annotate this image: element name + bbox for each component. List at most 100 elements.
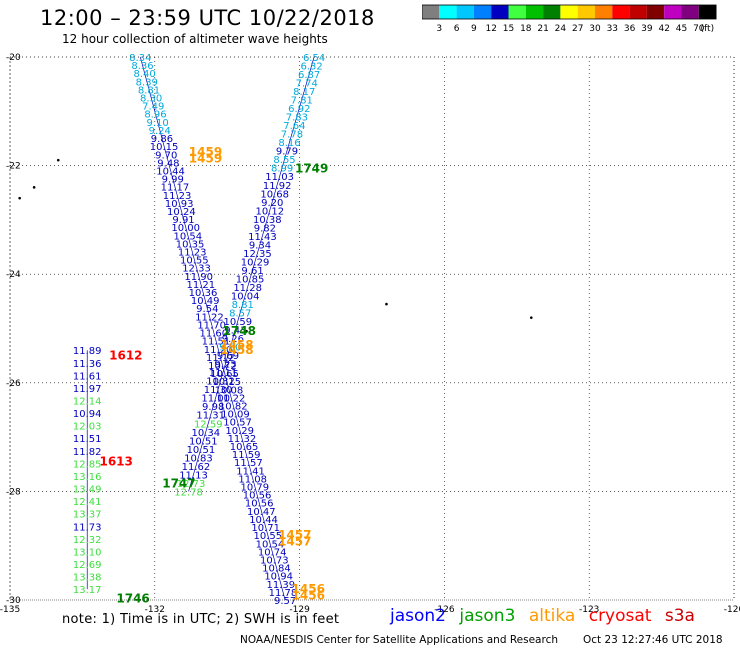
island-mark [56, 158, 60, 162]
wave-height-label: 10.44 [249, 515, 278, 526]
legend-jason2: jason2 [390, 606, 446, 626]
colorbar-tick-label: 15 [503, 24, 514, 34]
wave-height-label: 11.59 [232, 450, 261, 461]
colorbar-tick-label: 9 [471, 24, 477, 34]
wave-height-label: 10.35 [176, 239, 205, 250]
wave-height-label: 6.87 [298, 70, 320, 81]
wave-height-label: 10.24 [167, 207, 196, 218]
pass-time-label: 1457 [278, 528, 311, 542]
wave-height-label: 11.20 [204, 345, 233, 356]
wave-height-label: 10.93 [165, 199, 194, 210]
wave-height-label: 11.00 [201, 394, 230, 405]
wave-height-label: 10.15 [212, 377, 241, 388]
wave-height-label: 9.99 [162, 175, 184, 186]
wave-height-label: 9.79 [276, 147, 298, 158]
wave-height-label: 11.22 [195, 312, 224, 323]
lat-tick-label: -28 [6, 487, 21, 497]
pass-time-label: 1456 [292, 589, 325, 603]
colorbar-swatch [698, 5, 717, 19]
pass-time-label: 1459 [189, 145, 222, 159]
wave-height-label: 11.41 [236, 466, 265, 477]
colorbar-swatch [543, 5, 561, 19]
wave-height-label: 11.23 [178, 248, 207, 259]
wave-height-label: 11.36 [73, 359, 102, 370]
wave-height-label: 10.65 [230, 442, 259, 453]
wave-height-label: 13.16 [73, 472, 102, 483]
lat-tick-label: -30 [6, 596, 21, 606]
wave-height-label: 10.57 [223, 418, 252, 429]
colorbar-swatch [491, 5, 509, 19]
wave-height-label: 8.81 [138, 85, 160, 96]
wave-height-colorbar: 3 6 9 12 15 18 21 24 27 30 33 36 39 42 45 70(ft) [422, 4, 717, 34]
wave-height-label: 10.36 [189, 288, 218, 299]
wave-height-label: 10.94 [73, 409, 102, 420]
wave-height-label: 9.43 [224, 326, 246, 337]
wave-height-label: 8.99 [271, 164, 293, 175]
map-frame [9, 56, 735, 601]
page-title: 12:00 – 23:59 UTC 10/22/2018 [40, 6, 375, 30]
wave-height-label: 10.08 [215, 385, 244, 396]
colorbar-swatch [456, 5, 474, 19]
colorbar-tick-label: 70 [693, 24, 705, 34]
wave-height-label: 6.92 [288, 104, 310, 115]
wave-height-label: 10.56 [245, 499, 274, 510]
colorbar-swatch [508, 5, 526, 19]
wave-height-label: 10.79 [241, 483, 270, 494]
colorbar-tick-label: 24 [555, 24, 567, 34]
wave-height-label: 12.59 [194, 419, 223, 430]
wave-height-label: 10.55 [254, 531, 283, 542]
wave-height-label: 13.17 [73, 585, 102, 596]
lat-tick-label: -22 [6, 162, 21, 172]
wave-height-label: 11.12 [206, 353, 235, 364]
wave-height-label: 11.60 [199, 329, 228, 340]
wave-height-label: 10.71 [251, 523, 280, 534]
wave-height-label: 7.83 [286, 113, 308, 124]
wave-height-label: 6.32 [300, 62, 322, 73]
wave-height-label: 9.24 [149, 126, 171, 137]
colorbar-swatch [525, 5, 544, 19]
wave-height-label: 10.09 [221, 410, 250, 421]
island-mark [18, 196, 21, 200]
wave-height-label: 10.04 [231, 291, 260, 302]
lon-tick-label: -126 [434, 605, 455, 615]
wave-height-label: 11.51 [202, 337, 231, 348]
colorbar-unit-label: (ft) [701, 24, 715, 34]
colorbar-swatch [664, 5, 682, 19]
wave-height-label: 12.41 [73, 497, 102, 508]
colorbar-swatch [560, 5, 578, 19]
wave-height-label: 10.32 [206, 377, 235, 388]
wave-height-label: 13.37 [73, 510, 102, 521]
wave-height-label: 13.49 [73, 485, 102, 496]
wave-height-label: 11.30 [204, 385, 233, 396]
wave-height-label: 11.28 [233, 283, 262, 294]
colorbar-swatch [595, 5, 613, 19]
wave-height-label: 8.36 [131, 61, 153, 72]
wave-height-label: 10.94 [264, 572, 293, 583]
wave-height-label: 12.32 [73, 535, 102, 546]
wave-height-label: 10.34 [191, 428, 220, 439]
wave-height-label: 11.13 [179, 470, 208, 481]
track-line-ascending-right [188, 56, 315, 492]
wave-height-label: 9.82 [254, 223, 276, 234]
wave-height-label: 10.84 [262, 564, 291, 575]
wave-height-label: 8.81 [232, 300, 254, 311]
wave-height-label: 11.57 [234, 458, 263, 469]
wave-height-label: 11.08 [238, 474, 267, 485]
wave-height-label: 10.47 [247, 507, 276, 518]
wave-height-label: 8.55 [273, 155, 295, 166]
wave-height-label: 10.65 [210, 369, 239, 380]
wave-height-label: 10.73 [260, 555, 289, 566]
pass-time-label: 1747 [162, 476, 195, 490]
wave-height-label: 11.23 [163, 191, 192, 202]
wave-height-label: 7.64 [283, 121, 305, 132]
colorbar-tick-label: 21 [537, 24, 548, 34]
wave-height-label: 10.55 [180, 256, 209, 267]
colorbar-tick-label: 30 [589, 24, 601, 34]
wave-height-label: 12.03 [73, 422, 102, 433]
wave-height-label: 11.78 [269, 588, 298, 599]
wave-height-label: 7.81 [291, 96, 313, 107]
wave-height-label: 10.54 [256, 539, 285, 550]
pass-time-label: 1746 [116, 591, 149, 605]
wave-height-label: 11.32 [228, 434, 257, 445]
